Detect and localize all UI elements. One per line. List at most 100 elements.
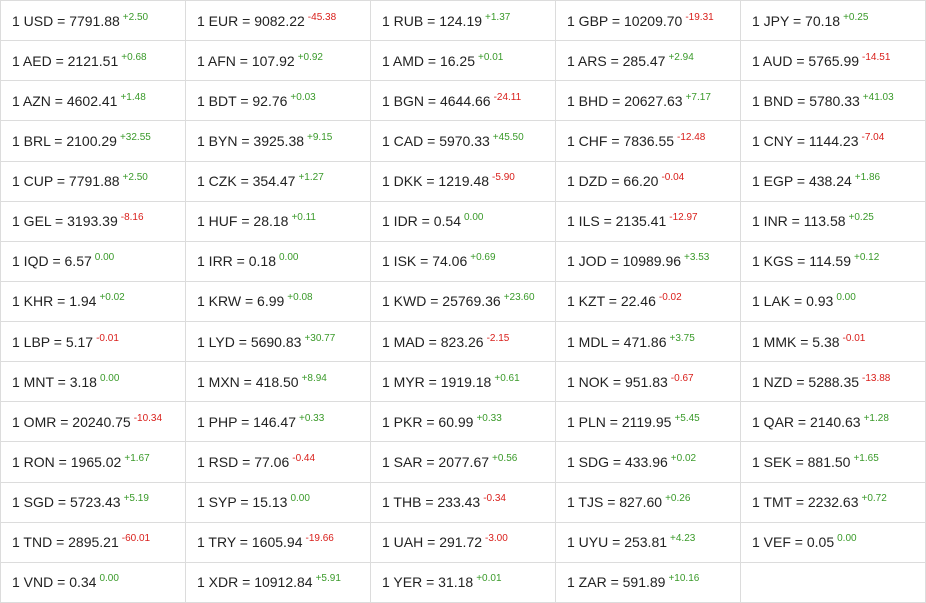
table-row: 1 BRL = 2100.29 +32.55 1 BYN = 3925.38 +9.1…	[0, 120, 926, 162]
rate-cell: 1 THB = 233.43 -0.34	[370, 481, 556, 523]
rate-change: +2.50	[122, 172, 148, 184]
rate-cell: 1 SAR = 2077.67 +0.56	[370, 441, 556, 483]
rate-cell: 1 BGN = 4644.66 -24.11	[370, 80, 556, 122]
rate-cell: 1 TJS = 827.60 +0.26	[555, 481, 741, 523]
rate-cell: 1 CHF = 7836.55 -12.48	[555, 120, 741, 162]
table-row: 1 IQD = 6.57 0.00 1 IRR = 0.18 0.00 1 ISK = …	[0, 240, 926, 282]
rate-text: 1 ARS = 285.47	[567, 52, 666, 69]
rate-change: -10.34	[133, 412, 163, 424]
rate-change: +9.15	[307, 131, 333, 143]
rate-text: 1 NZD = 5288.35	[752, 373, 860, 390]
table-row: 1 SGD = 5723.43 +5.19 1 SYP = 15.13 0.00 1 T…	[0, 481, 926, 523]
rate-change: -3.00	[485, 533, 508, 545]
rate-cell: 1 EGP = 438.24 +1.86	[740, 160, 926, 202]
rate-text: 1 DKK = 1219.48	[382, 173, 490, 190]
rate-cell: 1 IQD = 6.57 0.00	[0, 240, 186, 282]
rate-cell: 1 BYN = 3925.38 +9.15	[185, 120, 371, 162]
rate-change: -2.15	[486, 332, 510, 344]
rate-change: 0.00	[94, 252, 115, 264]
rate-text: 1 VND = 0.34	[12, 574, 97, 591]
rate-text: 1 TMT = 2232.63	[752, 494, 859, 511]
table-row: 1 CUP = 7791.88 +2.50 1 CZK = 354.47 +1.27 1…	[0, 160, 926, 202]
rate-cell: 1 PKR = 60.99 +0.33	[370, 401, 556, 443]
rate-text: 1 BHD = 20627.63	[567, 92, 683, 109]
rate-text: 1 TJS = 827.60	[567, 494, 663, 511]
rate-cell: 1 INR = 113.58 +0.25	[740, 200, 926, 242]
rate-change: -19.31	[685, 11, 714, 23]
rate-cell: 1 TRY = 1605.94 -19.66	[185, 521, 371, 563]
rate-change: 0.00	[836, 292, 856, 304]
rate-text: 1 TND = 2895.21	[12, 534, 119, 551]
table-row: 1 MNT = 3.18 0.00 1 MXN = 418.50 +8.94 1 MYR…	[0, 361, 926, 403]
rate-change: +1.48	[120, 91, 146, 103]
rate-change: +0.12	[853, 252, 880, 264]
rate-text: 1 MYR = 1919.18	[382, 373, 492, 390]
rate-text: 1 BGN = 4644.66	[382, 92, 491, 109]
rate-cell: 1 CAD = 5970.33 +45.50	[370, 120, 556, 162]
rate-change: -8.16	[120, 212, 144, 224]
rate-cell: 1 KWD = 25769.36 +23.60	[370, 280, 556, 323]
rate-change: +32.55	[119, 131, 151, 143]
rate-cell: 1 CZK = 354.47 +1.27	[185, 160, 371, 202]
rate-text: 1 YER = 31.18	[382, 574, 474, 591]
rate-cell: 1 GEL = 3193.39 -8.16	[0, 200, 186, 242]
rate-cell: 1 VEF = 0.05 0.00	[740, 521, 926, 563]
table-row: 1 OMR = 20240.75 -10.34 1 PHP = 146.47 +0.3…	[0, 401, 926, 443]
rate-change: 0.00	[464, 212, 484, 224]
rate-text: 1 RSD = 77.06	[197, 453, 290, 470]
rate-change: -7.04	[861, 131, 885, 143]
table-row: 1 RON = 1965.02 +1.67 1 RSD = 77.06 -0.44 1 …	[0, 441, 926, 483]
table-row: 1 KHR = 1.94 +0.02 1 KRW = 6.99 +0.08 1 KWD …	[0, 280, 926, 323]
rate-change: 0.00	[290, 493, 310, 505]
rate-change: +45.50	[492, 131, 524, 143]
rate-cell: 1 CNY = 1144.23 -7.04	[740, 120, 926, 162]
rate-text: 1 ISK = 74.06	[382, 253, 468, 270]
rate-cell: 1 KHR = 1.94 +0.02	[0, 280, 186, 323]
rate-cell	[740, 561, 926, 603]
rate-change: +0.03	[290, 91, 316, 103]
rate-text: 1 AZN = 4602.41	[12, 92, 118, 109]
rate-text: 1 SAR = 2077.67	[382, 453, 490, 470]
rate-cell: 1 TND = 2895.21 -60.01	[0, 521, 186, 563]
rate-cell: 1 BND = 5780.33 +41.03	[740, 80, 926, 122]
rate-text: 1 UAH = 291.72	[382, 534, 483, 551]
rate-cell: 1 JPY = 70.18 +0.25	[740, 0, 926, 42]
rate-change: 0.00	[279, 252, 299, 264]
rate-text: 1 MNT = 3.18	[12, 373, 97, 390]
rate-cell: 1 HUF = 28.18 +0.11	[185, 200, 371, 242]
rate-cell: 1 MYR = 1919.18 +0.61	[370, 361, 556, 403]
rate-change: +0.11	[291, 212, 316, 224]
rate-text: 1 INR = 113.58	[752, 213, 846, 230]
rate-cell: 1 ZAR = 591.89 +10.16	[555, 561, 741, 603]
rate-text: 1 BRL = 2100.29	[12, 132, 117, 149]
rate-cell: 1 LYD = 5690.83 +30.77	[185, 320, 371, 363]
table-row: 1 VND = 0.34 0.00 1 XDR = 10912.84 +5.91 1 Y…	[0, 561, 926, 603]
rate-cell: 1 BDT = 92.76 +0.03	[185, 80, 371, 122]
rate-change: 0.00	[99, 372, 120, 384]
rate-text: 1 GBP = 10209.70	[567, 12, 683, 29]
rate-cell: 1 QAR = 2140.63 +1.28	[740, 401, 926, 443]
rate-change: -0.02	[658, 292, 682, 304]
rate-change: +2.94	[668, 51, 694, 63]
rate-cell: 1 ARS = 285.47 +2.94	[555, 40, 741, 82]
rate-text: 1 CAD = 5970.33	[382, 132, 490, 149]
rate-change: +8.94	[301, 372, 327, 384]
rate-cell: 1 BHD = 20627.63 +7.17	[555, 80, 741, 122]
rate-text: 1 AFN = 107.92	[197, 52, 295, 69]
rate-cell: 1 SEK = 881.50 +1.65	[740, 441, 926, 483]
rate-text: 1 AMD = 16.25	[382, 52, 476, 69]
rate-change: +0.08	[287, 292, 313, 304]
rate-text: 1 QAR = 2140.63	[752, 413, 861, 430]
rate-text: 1 CZK = 354.47	[197, 173, 296, 190]
rate-text: 1 KZT = 22.46	[567, 293, 656, 310]
rate-change: +1.27	[298, 172, 324, 184]
rate-change: -0.01	[96, 332, 119, 344]
table-row: 1 AED = 2121.51 +0.68 1 AFN = 107.92 +0.92 1…	[0, 40, 926, 82]
rate-cell: 1 SYP = 15.13 0.00	[185, 481, 371, 523]
rate-cell: 1 KGS = 114.59 +0.12	[740, 240, 926, 282]
rate-text: 1 KRW = 6.99	[197, 293, 285, 310]
rate-text: 1 LAK = 0.93	[752, 293, 834, 310]
rate-text: 1 CHF = 7836.55	[567, 132, 675, 149]
rate-cell: 1 BRL = 2100.29 +32.55	[0, 120, 186, 162]
rate-cell: 1 AUD = 5765.99 -14.51	[740, 40, 926, 82]
